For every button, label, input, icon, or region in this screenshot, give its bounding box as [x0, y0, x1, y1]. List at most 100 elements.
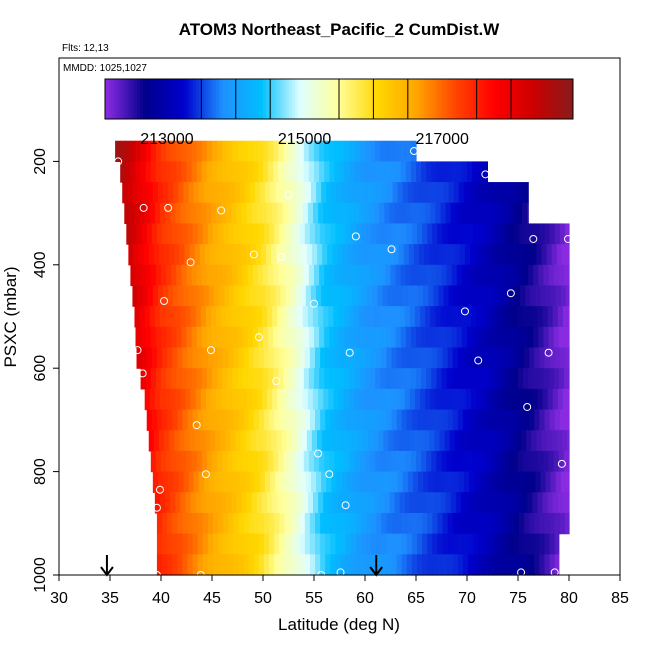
heatmap-cell [396, 533, 403, 555]
heatmap-cell [416, 368, 422, 390]
heatmap-cell [324, 161, 330, 183]
heatmap-cell [264, 223, 270, 245]
colorbar-segment [514, 79, 518, 119]
heatmap-cell [185, 202, 192, 225]
heatmap-cell [408, 430, 415, 452]
heatmap-cell [323, 202, 329, 225]
heatmap-cell [357, 430, 364, 452]
heatmap-cell [248, 347, 255, 369]
heatmap-cell [488, 512, 495, 535]
data-point [114, 157, 123, 166]
heatmap-cell [400, 264, 407, 287]
heatmap-cell [363, 202, 370, 225]
heatmap-cell [519, 512, 525, 535]
heatmap-cell [482, 368, 488, 390]
colorbar-segment [558, 79, 562, 119]
colorbar-segment [467, 79, 472, 119]
heatmap-cell [180, 202, 187, 225]
heatmap-cell [480, 244, 486, 266]
heatmap-cell [156, 223, 163, 245]
heatmap-cell [518, 450, 524, 473]
heatmap-cell [398, 430, 405, 452]
heatmap-cell [443, 182, 450, 204]
heatmap-cell [502, 264, 509, 287]
data-point [550, 568, 559, 577]
heatmap-cell [452, 512, 459, 535]
heatmap-cell [242, 368, 249, 390]
heatmap-cell [360, 554, 367, 576]
heatmap-cell [489, 285, 496, 307]
heatmap-cell [455, 492, 462, 514]
heatmap-cell [307, 388, 314, 411]
heatmap-cell [538, 368, 545, 390]
heatmap-cell [201, 450, 208, 473]
x-tick-label: 60 [356, 590, 374, 607]
heatmap-cell [304, 409, 311, 431]
heatmap-cell [191, 264, 198, 287]
heatmap-cell [152, 285, 159, 307]
heatmap-cell [384, 202, 391, 225]
heatmap-cell [315, 512, 321, 535]
heatmap-cell [263, 161, 269, 183]
heatmap-cell [450, 306, 457, 328]
heatmap-cell [355, 347, 362, 369]
heatmap-cell [218, 554, 224, 576]
heatmap-cell [410, 140, 417, 162]
heatmap-cell [565, 471, 570, 493]
heatmap-cell [289, 533, 296, 555]
heatmap-cell [345, 554, 352, 576]
heatmap-cell [139, 202, 146, 225]
heatmap-cell [212, 161, 218, 183]
heatmap-cell [544, 554, 551, 576]
heatmap-cell [536, 244, 543, 266]
heatmap-cell [390, 368, 397, 390]
colorbar-segment [277, 79, 281, 119]
heatmap-cell [161, 140, 167, 162]
colorbar-segment [257, 79, 261, 119]
heatmap-cell [474, 285, 480, 307]
heatmap-cell [417, 409, 423, 431]
heatmap-cell [446, 264, 453, 287]
heatmap-cell [358, 306, 365, 328]
heatmap-cell [407, 182, 414, 204]
heatmap-cell [390, 326, 397, 349]
heatmap-cell [351, 285, 358, 307]
heatmap-cell [462, 512, 469, 535]
heatmap-cell [163, 182, 169, 204]
heatmap-cell [245, 430, 252, 452]
heatmap-cell [350, 533, 357, 555]
heatmap-cell [468, 533, 474, 555]
heatmap-cell [181, 368, 188, 390]
heatmap-cell [335, 533, 342, 555]
heatmap-cell [441, 264, 448, 287]
colorbar-segment [473, 79, 477, 119]
heatmap-cell [365, 450, 371, 473]
heatmap-cell [349, 161, 356, 183]
heatmap-cell [198, 285, 205, 307]
heatmap-cell [399, 492, 406, 514]
heatmap-cell [261, 306, 268, 328]
heatmap-cell [326, 471, 332, 493]
heatmap-cell [202, 554, 209, 576]
colorbar-segment [131, 79, 135, 119]
heatmap-cell [264, 409, 270, 431]
heatmap-cell [265, 182, 271, 204]
heatmap-cell [359, 326, 366, 349]
heatmap-cell [258, 223, 265, 245]
heatmap-cell [380, 161, 386, 183]
heatmap-cell [225, 430, 231, 452]
heatmap-cell [532, 492, 538, 514]
heatmap-cell [162, 409, 168, 431]
heatmap-cell [269, 512, 275, 535]
heatmap-cell [166, 326, 172, 349]
heatmap-cell [469, 285, 475, 307]
heatmap-cell [251, 202, 258, 225]
heatmap-cell [542, 492, 549, 514]
colorbar-segment [175, 79, 179, 119]
heatmap-cell [454, 244, 461, 266]
heatmap-cell [389, 202, 396, 225]
heatmap-cell [386, 347, 393, 369]
heatmap-cell [314, 264, 320, 287]
colorbar-segment [374, 79, 378, 119]
heatmap-cell [524, 223, 530, 245]
